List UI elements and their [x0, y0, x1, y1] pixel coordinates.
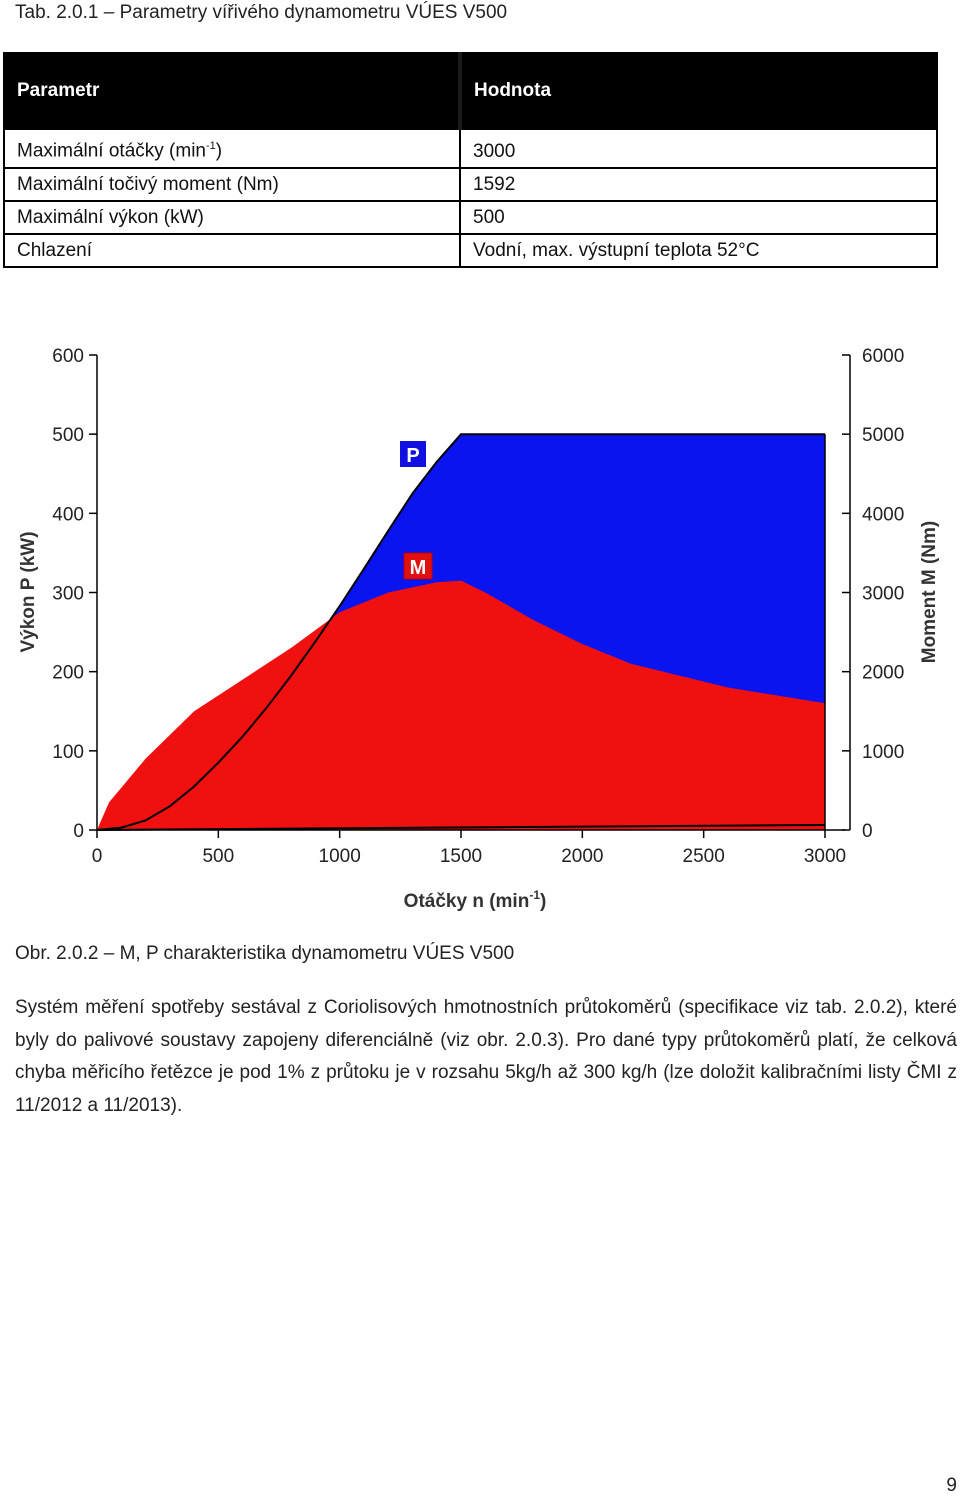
y-right-tick-label: 6000 [862, 346, 904, 367]
value-cell: 3000 [459, 128, 938, 169]
table-row: Maximální otáčky (min-1) 3000 [3, 128, 938, 169]
param-cell: Maximální výkon (kW) [3, 200, 461, 235]
y-right-tick-label: 4000 [862, 504, 904, 525]
y-left-tick-label: 300 [52, 584, 84, 605]
figure-caption: Obr. 2.0.2 – M, P charakteristika dynamo… [15, 943, 515, 964]
y-right-tick-label: 5000 [862, 425, 904, 446]
value-cell: 500 [459, 200, 938, 235]
x-axis-label-text: Otáčky n (min [404, 891, 530, 912]
table-caption: Tab. 2.0.1 – Parametry vířivého dynamome… [15, 2, 508, 23]
value-cell: 1592 [459, 167, 938, 202]
m-area [97, 580, 825, 830]
parameters-table: Parametr Hodnota Maximální otáčky (min-1… [3, 52, 938, 268]
x-axis-label: Otáčky n (min-1) [404, 888, 547, 912]
value-cell: Vodní, max. výstupní teplota 52°C [459, 233, 938, 268]
x-tick-label: 3000 [804, 846, 846, 867]
y-right-axis-label: Moment M (Nm) [919, 521, 940, 663]
body-paragraph: Systém měření spotřeby sestával z Coriol… [15, 997, 957, 1116]
x-tick-label: 2500 [683, 846, 725, 867]
y-right-tick-label: 0 [862, 821, 873, 842]
table-row: Maximální točivý moment (Nm) 1592 [3, 167, 938, 202]
y-right-tick-label: 2000 [862, 663, 904, 684]
param-text: Maximální otáčky (min [17, 140, 206, 162]
y-left-tick-label: 400 [52, 504, 84, 525]
param-cell: Maximální točivý moment (Nm) [3, 167, 461, 202]
y-left-tick-label: 200 [52, 663, 84, 684]
param-cell: Chlazení [3, 233, 461, 268]
header-parametr: Parametr [3, 52, 462, 130]
table-header-row: Parametr Hodnota [3, 52, 938, 130]
y-right-tick-label: 3000 [862, 584, 904, 605]
table-row: Maximální výkon (kW) 500 [3, 200, 938, 235]
x-tick-label: 1500 [440, 846, 482, 867]
m-marker-box [403, 552, 433, 580]
x-axis-label-tail: ) [540, 891, 546, 912]
param-cell: Maximální otáčky (min-1) [3, 128, 461, 169]
x-axis-label-sup: -1 [529, 888, 540, 902]
x-tick-label: 1000 [319, 846, 361, 867]
header-hodnota: Hodnota [459, 52, 938, 130]
base-line [96, 824, 826, 831]
x-tick-label: 0 [92, 846, 103, 867]
p-marker-label: P [406, 445, 419, 467]
p-marker-box [400, 441, 426, 467]
mp-characteristic-chart: 0100200300400500600010002000300040005000… [18, 346, 940, 912]
param-sup: -1 [206, 140, 216, 153]
y-left-tick-label: 100 [52, 742, 84, 763]
table-row: Chlazení Vodní, max. výstupní teplota 52… [3, 233, 938, 268]
y-left-tick-label: 0 [73, 821, 84, 842]
y-left-tick-label: 500 [52, 425, 84, 446]
y-left-axis-label: Výkon P (kW) [18, 531, 39, 652]
page-number: 9 [946, 1475, 957, 1496]
y-left-tick-label: 600 [52, 346, 84, 367]
x-tick-label: 2000 [561, 846, 603, 867]
x-tick-label: 500 [202, 846, 234, 867]
param-tail: ) [215, 140, 223, 162]
y-right-tick-label: 1000 [862, 742, 904, 763]
m-marker-label: M [410, 557, 427, 579]
p-curve-line [96, 433, 825, 831]
